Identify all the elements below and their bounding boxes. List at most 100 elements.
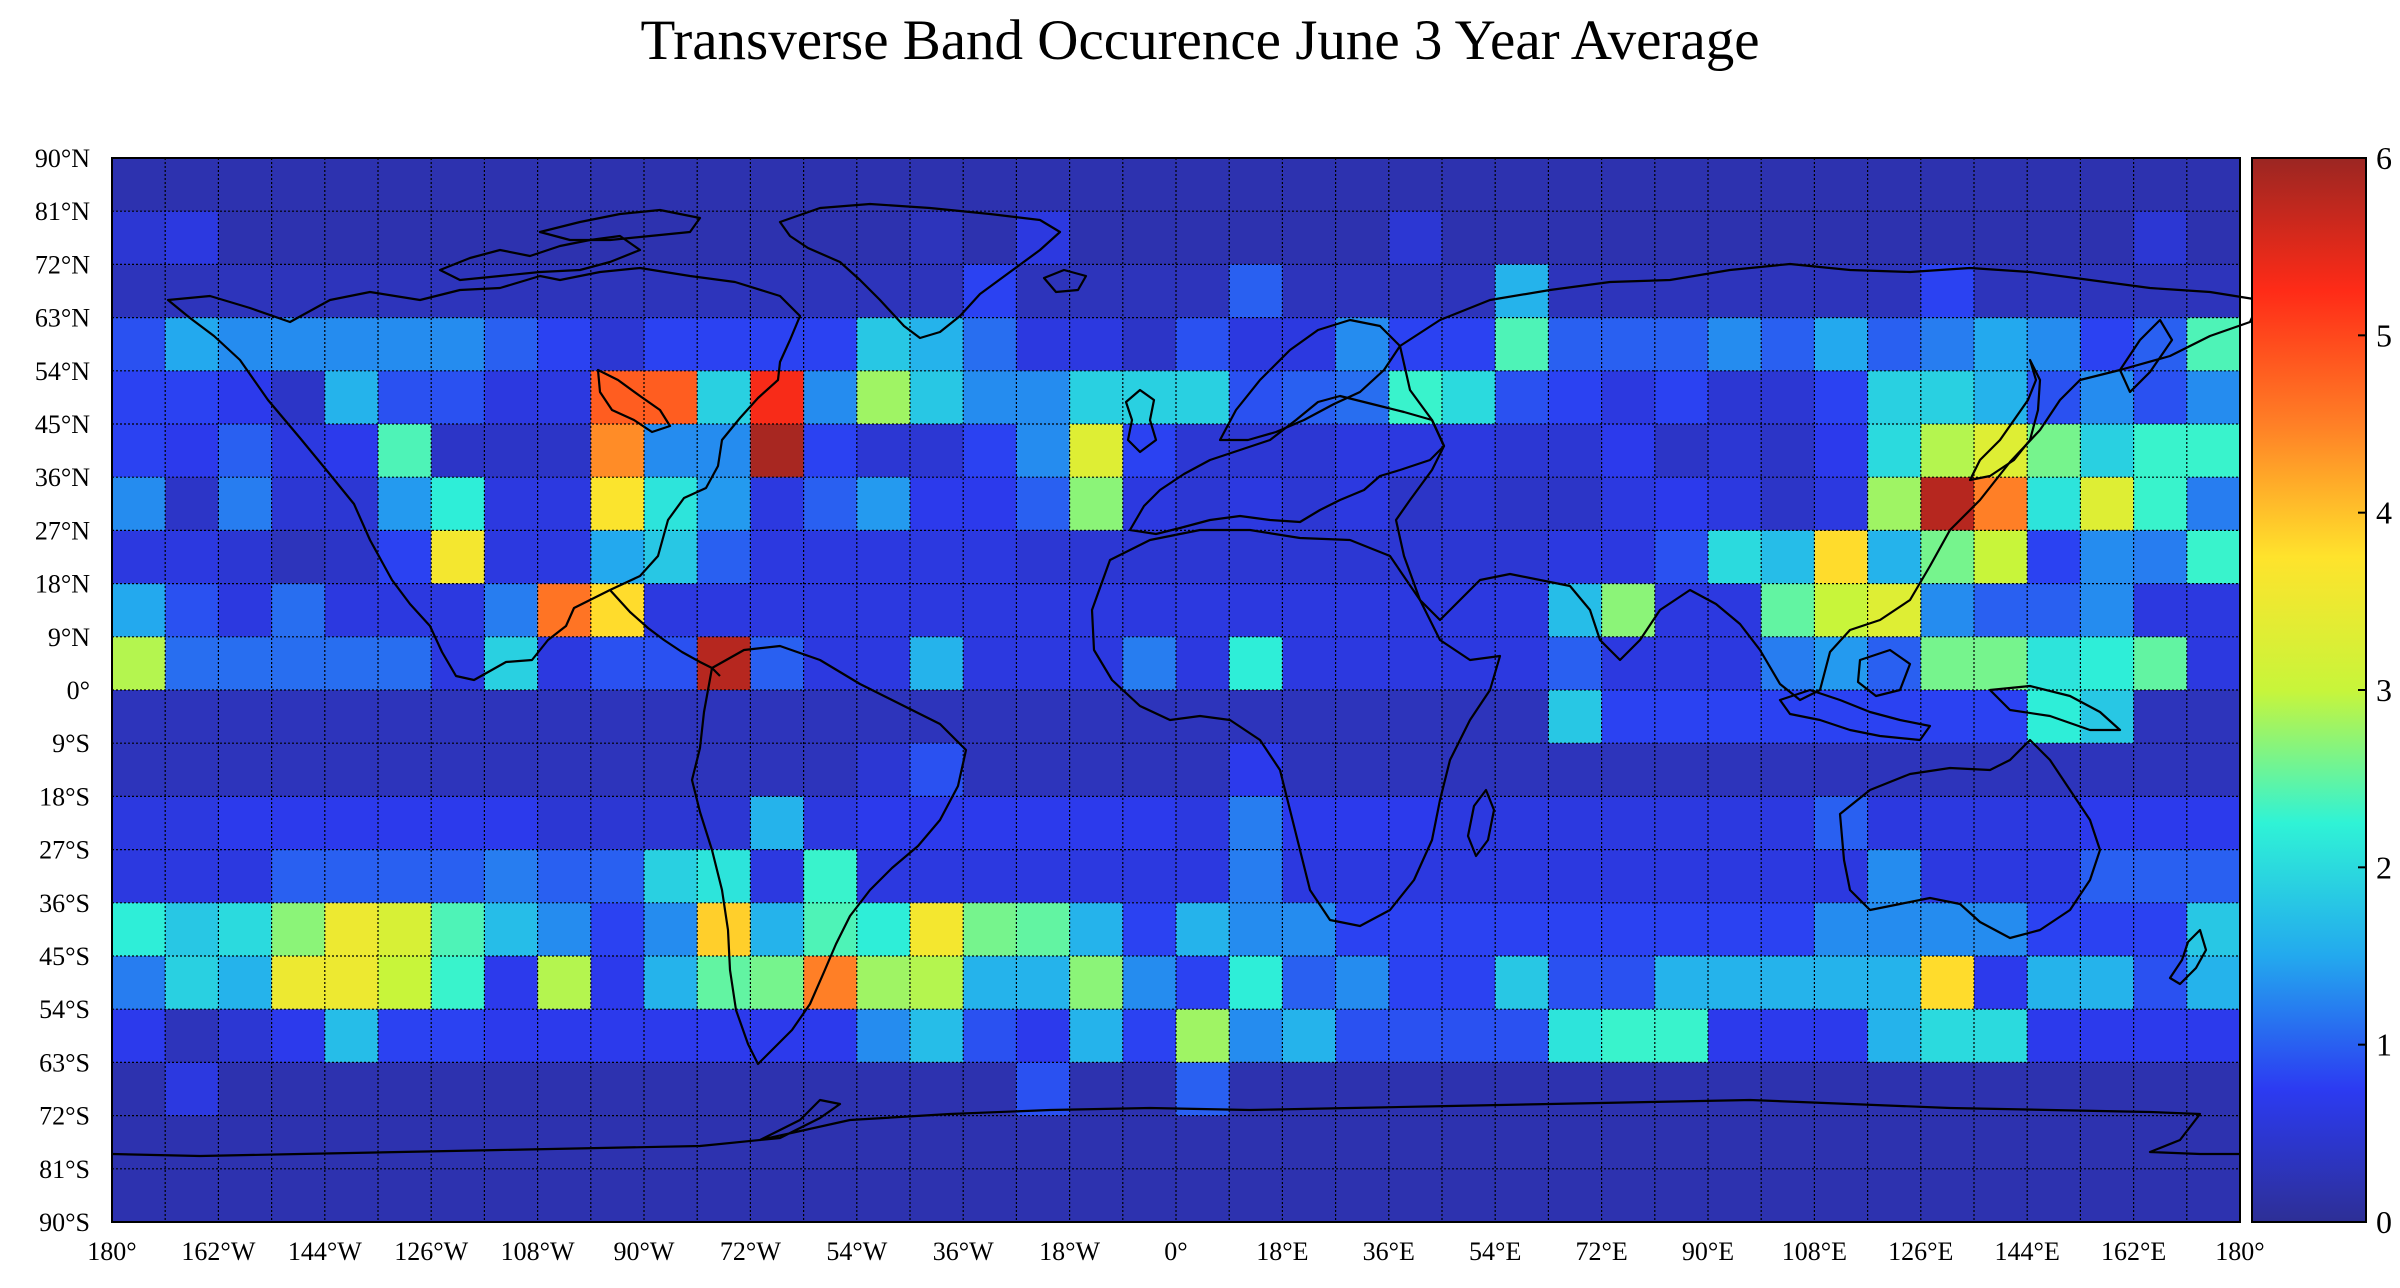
heatmap-cell: [1335, 956, 1390, 1010]
heatmap-cell: [1176, 636, 1230, 691]
heatmap-cell: [1069, 370, 1124, 425]
heatmap-cell: [1282, 583, 1337, 638]
heatmap-cell: [431, 158, 485, 212]
heatmap-cell: [590, 902, 645, 957]
heatmap-cell: [484, 317, 539, 372]
heatmap-cell: [2080, 743, 2135, 797]
heatmap-cell: [1229, 530, 1283, 585]
heatmap-cell: [1761, 530, 1815, 585]
heatmap-cell: [1176, 743, 1230, 797]
heatmap-cell: [378, 158, 432, 212]
heatmap-cell: [2133, 583, 2188, 638]
heatmap-cell: [1708, 370, 1762, 425]
heatmap-cell: [1229, 158, 1283, 212]
heatmap-cell: [1814, 211, 1869, 265]
colorbar-tick-label: 6: [2376, 140, 2392, 176]
heatmap-cell: [1069, 583, 1124, 638]
heatmap-cell: [590, 796, 645, 851]
heatmap-cell: [1814, 583, 1869, 638]
heatmap-cell: [1920, 636, 1975, 691]
heatmap-cell: [963, 211, 1017, 265]
heatmap-cell: [590, 424, 645, 478]
heatmap-cell: [697, 1062, 751, 1117]
coastline-iceland: [1042, 268, 1088, 294]
heatmap-cell: [165, 158, 219, 212]
heatmap-cell: [218, 743, 273, 797]
heatmap-cell: [856, 211, 911, 265]
heatmap-cell: [1442, 690, 1496, 744]
heatmap-cell: [1335, 1168, 1390, 1223]
heatmap-cell: [644, 370, 698, 425]
heatmap-cell: [1654, 1062, 1709, 1117]
heatmap-cell: [484, 636, 539, 691]
heatmap-cell: [803, 1009, 858, 1063]
heatmap-cell: [378, 211, 432, 265]
heatmap-cell: [1442, 424, 1496, 478]
heatmap-cell: [856, 743, 911, 797]
heatmap-cell: [1654, 158, 1709, 212]
heatmap-cell: [1069, 956, 1124, 1010]
latitude-tick-label: 36°S: [39, 889, 90, 918]
heatmap-cell: [590, 1062, 645, 1117]
heatmap-cell: [271, 158, 326, 212]
heatmap-cell: [1016, 1168, 1071, 1223]
heatmap-cell: [1548, 1062, 1603, 1117]
heatmap-cell: [2080, 1115, 2135, 1170]
heatmap-cell: [1814, 902, 1869, 957]
heatmap-cell: [1016, 477, 1071, 531]
heatmap-cell: [697, 370, 751, 425]
heatmap-cell: [803, 424, 858, 478]
heatmap-cell: [431, 1115, 485, 1170]
heatmap-cell: [218, 1009, 273, 1063]
heatmap-cell: [431, 796, 485, 851]
heatmap-cell: [1548, 796, 1603, 851]
heatmap-cell: [218, 1168, 273, 1223]
heatmap-cell: [856, 1009, 911, 1063]
heatmap-cell: [431, 1009, 485, 1063]
heatmap-cell: [431, 1168, 485, 1223]
heatmap-cell: [1388, 477, 1443, 531]
heatmap-cell: [112, 636, 166, 691]
heatmap-cell: [1335, 902, 1390, 957]
heatmap-cell: [1069, 796, 1124, 851]
heatmap-cell: [1708, 158, 1762, 212]
heatmap-cell: [697, 636, 751, 691]
heatmap-cell: [431, 743, 485, 797]
heatmap-cell: [963, 317, 1017, 372]
heatmap-cell: [856, 956, 911, 1010]
heatmap-cell: [1176, 264, 1230, 319]
heatmap-cell: [1814, 317, 1869, 372]
heatmap-cell: [1548, 370, 1603, 425]
heatmap-cell: [1016, 849, 1071, 904]
heatmap-cell: [1176, 956, 1230, 1010]
heatmap-cell: [1601, 796, 1656, 851]
heatmap-cell: [1708, 1062, 1762, 1117]
heatmap-cell: [537, 1168, 592, 1223]
longitude-tick-label: 54°W: [826, 1237, 887, 1266]
heatmap-cell: [1495, 158, 1549, 212]
heatmap-cell: [1761, 1115, 1815, 1170]
heatmap-cell: [1654, 956, 1709, 1010]
heatmap-cell: [1388, 1168, 1443, 1223]
heatmap-cell: [1601, 902, 1656, 957]
heatmap-cell: [803, 636, 858, 691]
heatmap-cell: [750, 583, 805, 638]
heatmap-cell: [1495, 956, 1549, 1010]
heatmap-cell: [165, 902, 219, 957]
heatmap-cell: [1920, 530, 1975, 585]
heatmap-cell: [271, 264, 326, 319]
heatmap-cell: [484, 583, 539, 638]
heatmap-cell: [378, 636, 432, 691]
heatmap-cell: [271, 211, 326, 265]
heatmap-cell: [112, 1009, 166, 1063]
heatmap-cell: [271, 743, 326, 797]
heatmap-cell: [910, 477, 964, 531]
heatmap-cell: [910, 530, 964, 585]
heatmap-cell: [1601, 530, 1656, 585]
longitude-tick-label: 162°E: [2101, 1237, 2166, 1266]
heatmap-cell: [1229, 1062, 1283, 1117]
heatmap-cell: [1867, 1062, 1922, 1117]
heatmap-cell: [1229, 796, 1283, 851]
heatmap-cell: [910, 902, 964, 957]
heatmap-cell: [1282, 264, 1337, 319]
